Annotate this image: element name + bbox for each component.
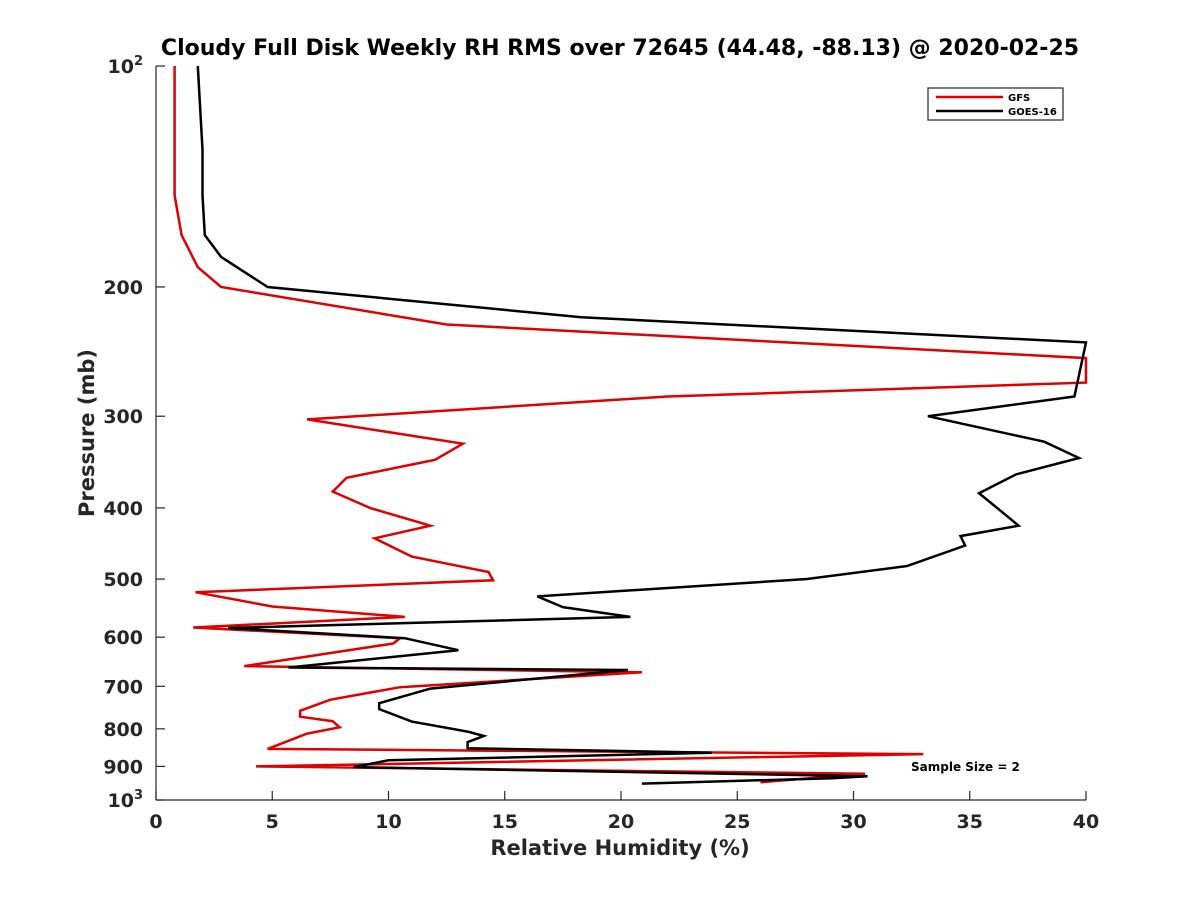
y-tick-label: 700 (103, 676, 143, 698)
x-axis-label: Relative Humidity (%) (490, 836, 749, 860)
y-tick-label: 103 (108, 788, 144, 812)
x-tick-label: 35 (957, 811, 983, 833)
y-tick-label: 102 (108, 54, 144, 78)
sample-size-annotation: Sample Size = 2 (911, 760, 1020, 774)
y-tick-label: 200 (103, 277, 143, 299)
x-tick-label: 5 (266, 811, 279, 833)
x-tick-label: 0 (149, 811, 162, 833)
x-tick-label: 40 (1073, 811, 1099, 833)
y-tick-label: 600 (103, 627, 143, 649)
legend-label-gfs: GFS (1008, 93, 1030, 104)
y-tick-label: 800 (103, 719, 143, 741)
y-axis-ticks: 102 200 300 400 500 600 700 800 900 103 (103, 54, 165, 812)
x-tick-label: 20 (608, 811, 634, 833)
legend: GFS GOES-16 (927, 87, 1064, 121)
y-axis-label: Pressure (mb) (75, 349, 99, 517)
x-tick-label: 15 (492, 811, 518, 833)
y-tick-label: 400 (103, 498, 143, 520)
x-tick-label: 10 (375, 811, 401, 833)
x-tick-label: 25 (724, 811, 750, 833)
chart-title: Cloudy Full Disk Weekly RH RMS over 7264… (161, 36, 1079, 61)
x-tick-label: 30 (840, 811, 866, 833)
y-tick-label: 300 (103, 406, 143, 428)
y-tick-label: 500 (103, 569, 143, 591)
series-line-goes16 (196, 65, 1088, 785)
x-axis-ticks: 0 5 10 15 20 25 30 35 40 (149, 791, 1099, 833)
series-line-gfs (173, 66, 1088, 784)
y-tick-label: 900 (103, 756, 143, 778)
legend-box (927, 87, 1064, 121)
plot-area (155, 66, 1086, 801)
series-layer (173, 65, 1088, 785)
legend-label-goes16: GOES-16 (1008, 107, 1057, 118)
